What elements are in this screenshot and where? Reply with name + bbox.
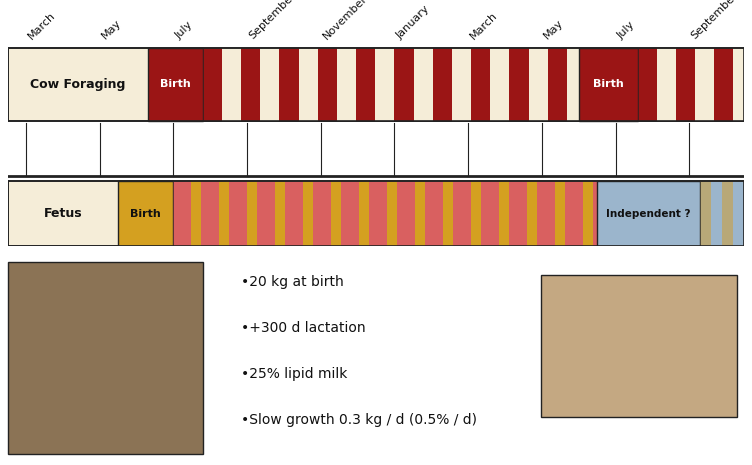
Text: Birth: Birth <box>130 209 161 219</box>
Bar <box>453 181 471 246</box>
Bar <box>359 181 369 246</box>
Bar <box>260 48 280 121</box>
Bar <box>8 48 744 121</box>
Bar <box>583 181 593 246</box>
Bar <box>593 181 597 246</box>
Bar <box>341 181 359 246</box>
Text: •20 kg at birth: •20 kg at birth <box>241 275 344 289</box>
Text: Birth: Birth <box>160 80 190 89</box>
Bar <box>509 181 527 246</box>
Bar <box>331 181 341 246</box>
Bar <box>356 48 375 121</box>
Bar <box>203 48 222 121</box>
Bar <box>8 181 744 246</box>
Bar <box>8 181 744 246</box>
Bar <box>723 181 733 246</box>
Text: January: January <box>395 4 432 41</box>
Bar <box>481 181 499 246</box>
Bar <box>147 48 203 121</box>
Bar <box>257 181 275 246</box>
Bar <box>219 181 229 246</box>
Bar <box>369 181 387 246</box>
Bar <box>538 181 555 246</box>
Bar <box>247 181 257 246</box>
Bar <box>432 48 452 121</box>
Bar <box>426 181 443 246</box>
Text: November: November <box>320 0 368 41</box>
Bar <box>202 181 219 246</box>
Text: May: May <box>99 18 123 41</box>
Bar <box>471 181 481 246</box>
Bar <box>337 48 356 121</box>
Bar <box>471 48 490 121</box>
Bar <box>285 181 303 246</box>
Bar <box>303 181 314 246</box>
Bar <box>566 181 583 246</box>
Bar <box>499 181 509 246</box>
Text: Independent ?: Independent ? <box>606 209 691 219</box>
Bar <box>656 48 676 121</box>
Bar <box>387 181 397 246</box>
Bar <box>638 48 656 121</box>
Text: •25% lipid milk: •25% lipid milk <box>241 366 347 381</box>
Text: September: September <box>247 0 298 41</box>
Bar <box>733 181 744 246</box>
Bar <box>443 181 453 246</box>
Text: Cow Foraging: Cow Foraging <box>30 78 126 91</box>
Bar <box>394 48 414 121</box>
Bar <box>597 181 700 246</box>
Bar <box>118 181 173 246</box>
Bar <box>314 181 331 246</box>
Text: July: July <box>615 20 637 41</box>
Bar <box>203 48 579 121</box>
Bar <box>638 48 744 121</box>
Bar <box>318 48 337 121</box>
Bar <box>280 48 299 121</box>
Bar <box>8 48 744 121</box>
Bar <box>222 48 241 121</box>
Bar <box>275 181 285 246</box>
Text: September: September <box>690 0 740 41</box>
Bar <box>527 181 538 246</box>
Bar <box>229 181 247 246</box>
Bar <box>700 181 744 246</box>
Bar <box>490 48 509 121</box>
Bar <box>397 181 415 246</box>
Bar <box>700 181 711 246</box>
Text: July: July <box>174 20 195 41</box>
Text: •+300 d lactation: •+300 d lactation <box>241 321 365 335</box>
Bar <box>567 48 579 121</box>
Bar <box>711 181 723 246</box>
Bar <box>733 48 744 121</box>
Bar <box>676 48 695 121</box>
Bar <box>191 181 202 246</box>
Bar <box>299 48 318 121</box>
Text: March: March <box>468 10 499 41</box>
Bar <box>452 48 471 121</box>
Text: •Slow growth 0.3 kg / d (0.5% / d): •Slow growth 0.3 kg / d (0.5% / d) <box>241 412 477 426</box>
Bar <box>541 275 737 417</box>
Bar <box>547 48 567 121</box>
Bar <box>529 48 547 121</box>
Bar <box>509 48 529 121</box>
Bar <box>695 48 714 121</box>
Bar <box>375 48 394 121</box>
Bar <box>174 181 191 246</box>
Text: May: May <box>541 18 566 41</box>
Bar <box>415 181 426 246</box>
Bar <box>579 48 638 121</box>
Bar <box>241 48 260 121</box>
Bar <box>414 48 432 121</box>
Bar <box>174 181 597 246</box>
Text: Fetus: Fetus <box>44 207 82 220</box>
Bar <box>8 262 203 454</box>
Bar <box>714 48 733 121</box>
Text: Birth: Birth <box>593 80 623 89</box>
Text: March: March <box>26 10 57 41</box>
Bar <box>555 181 566 246</box>
